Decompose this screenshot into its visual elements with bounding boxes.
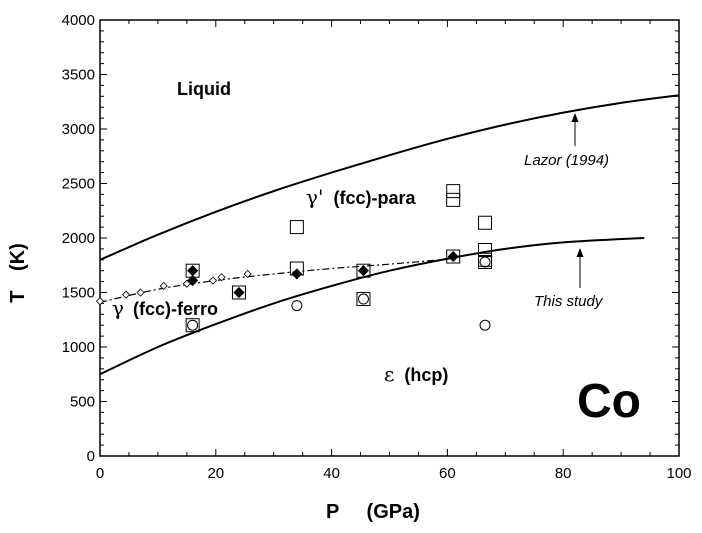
region-gamma-para-label: γ' (fcc)-para bbox=[306, 185, 416, 209]
arrow-lazor-head bbox=[571, 113, 579, 122]
marker-open-square bbox=[478, 254, 493, 269]
marker-open-diamond bbox=[159, 281, 168, 291]
marker-open-diamond bbox=[95, 297, 105, 306]
x-tick-label: 60 bbox=[439, 465, 456, 482]
annotation-lazor: Lazor (1994) bbox=[524, 152, 609, 169]
marker-open-square bbox=[356, 263, 371, 278]
marker-filled-diamond bbox=[357, 265, 370, 277]
marker-open-square bbox=[289, 220, 304, 235]
marker-open-circle bbox=[479, 319, 491, 331]
marker-open-square bbox=[478, 242, 493, 257]
marker-open-diamond bbox=[121, 290, 131, 299]
marker-open-diamond bbox=[136, 288, 145, 297]
marker-open-square bbox=[446, 192, 461, 207]
y-axis-ticks: 0 500 1000 1500 2000 2500 3000 3500 4000 bbox=[62, 12, 679, 465]
y-tick-label: 3500 bbox=[62, 67, 95, 84]
y-tick-label: 3000 bbox=[62, 121, 95, 138]
marker-open-square bbox=[356, 292, 371, 307]
curve-lines bbox=[99, 94, 680, 376]
marker-open-square bbox=[231, 285, 246, 300]
y-axis-symbol: T bbox=[7, 291, 29, 303]
curve-line-2 bbox=[99, 258, 454, 303]
y-axis-unit: (K) bbox=[7, 243, 29, 271]
gamma-symbol: γ bbox=[112, 296, 124, 320]
x-tick-label: 20 bbox=[207, 465, 224, 482]
region-gamma-ferro-label: γ (fcc)-ferro bbox=[112, 296, 218, 320]
x-axis-ticks: 0 20 40 60 80 100 bbox=[96, 20, 692, 482]
gamma-para-text: (fcc)-para bbox=[333, 188, 416, 208]
marker-open-circle bbox=[357, 293, 369, 305]
y-tick-label: 500 bbox=[70, 394, 95, 411]
marker-open-square bbox=[446, 184, 461, 199]
gamma-prime-symbol: γ' bbox=[306, 185, 323, 209]
marker-open-diamond bbox=[217, 273, 226, 282]
region-epsilon-label: ε (hcp) bbox=[384, 362, 448, 386]
marker-open-square bbox=[478, 215, 493, 230]
y-axis-title: T (K) bbox=[7, 243, 29, 303]
y-tick-label: 1000 bbox=[62, 339, 95, 356]
marker-open-square bbox=[185, 318, 200, 333]
marker-filled-diamond bbox=[233, 286, 245, 299]
marker-open-diamond bbox=[243, 269, 252, 279]
marker-filled-diamond bbox=[291, 268, 303, 280]
marker-filled-diamond bbox=[187, 265, 199, 277]
epsilon-symbol: ε bbox=[384, 362, 394, 386]
marker-open-diamond bbox=[208, 276, 217, 285]
arrow-this-study-head bbox=[576, 248, 584, 257]
x-axis-unit: (GPa) bbox=[367, 501, 420, 523]
y-tick-label: 2500 bbox=[62, 176, 95, 193]
marker-open-diamond bbox=[182, 279, 191, 288]
y-tick-label: 2000 bbox=[62, 230, 95, 247]
epsilon-text: (hcp) bbox=[404, 365, 448, 385]
marker-open-circle bbox=[291, 300, 303, 312]
x-axis-title: P (GPa) bbox=[326, 501, 420, 523]
y-tick-label: 0 bbox=[87, 448, 95, 465]
marker-open-circle bbox=[187, 319, 199, 331]
marker-open-square bbox=[446, 249, 461, 264]
x-axis-symbol: P bbox=[326, 501, 339, 523]
x-tick-label: 100 bbox=[666, 465, 691, 482]
curve-line-0 bbox=[99, 94, 680, 261]
x-tick-label: 0 bbox=[96, 465, 104, 482]
y-tick-label: 1500 bbox=[62, 285, 95, 302]
data-markers bbox=[95, 184, 493, 333]
y-tick-label: 4000 bbox=[62, 12, 95, 29]
gamma-ferro-text: (fcc)-ferro bbox=[133, 299, 218, 319]
annotation-this-study: This study bbox=[534, 293, 604, 310]
x-tick-label: 40 bbox=[323, 465, 340, 482]
marker-filled-diamond bbox=[447, 250, 459, 263]
region-liquid-label: Liquid bbox=[177, 79, 231, 99]
marker-open-circle bbox=[479, 256, 491, 268]
element-label-co: Co bbox=[577, 375, 641, 428]
x-tick-label: 80 bbox=[555, 465, 572, 482]
